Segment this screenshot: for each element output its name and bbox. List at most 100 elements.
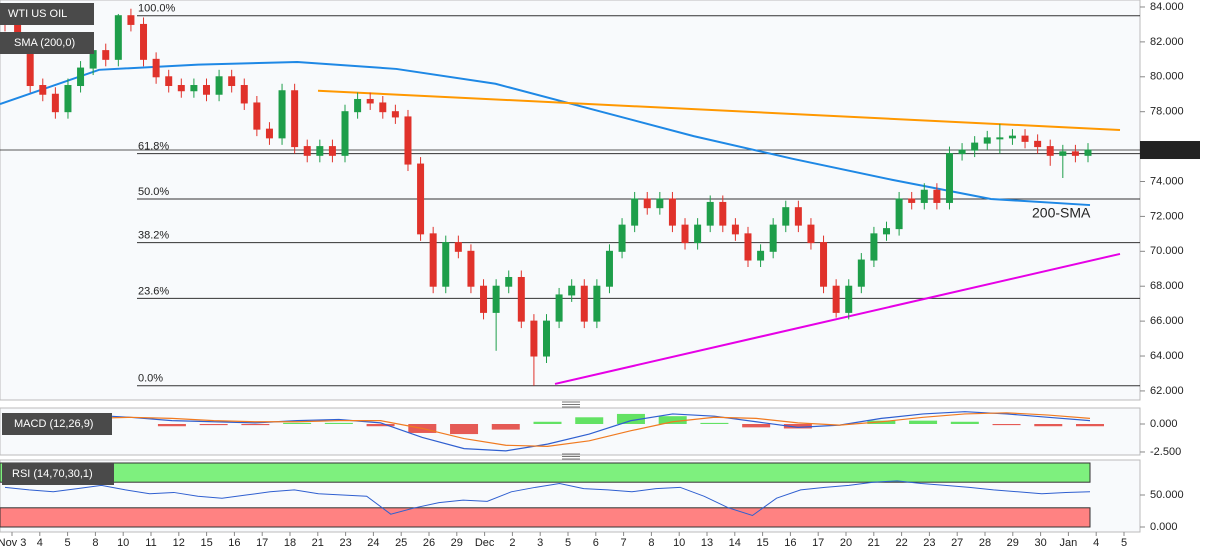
candle-body (417, 163, 425, 235)
resize-handle[interactable] (562, 401, 580, 408)
overbought-zone (0, 462, 1091, 483)
x-tick-label: 12 (173, 537, 185, 549)
candle-body (517, 276, 525, 322)
x-tick-label: 7 (621, 537, 627, 549)
rsi-label: RSI (14,70,30,1) (12, 468, 93, 480)
candle-body (845, 285, 853, 313)
macd-histogram-bar (992, 424, 1021, 426)
x-tick-label: 5 (565, 537, 571, 549)
price-panel (0, 0, 1141, 401)
x-tick-label: Nov 3 (0, 537, 26, 549)
macd-histogram-bar (491, 424, 520, 430)
x-tick-label: 17 (812, 537, 824, 549)
macd-histogram-bar (533, 421, 562, 425)
candle-body (114, 15, 122, 60)
macd-histogram-bar (241, 424, 270, 426)
macd-histogram-bar (950, 421, 979, 425)
x-tick-label: 29 (1007, 537, 1019, 549)
candle-body (127, 15, 135, 25)
resize-handle[interactable] (562, 453, 580, 460)
x-tick-label: 27 (951, 537, 963, 549)
candle-body (857, 259, 865, 287)
y-tick-label: 78.000 (1150, 106, 1184, 118)
support-line (554, 252, 1121, 385)
y-tick-label: 62.000 (1150, 385, 1184, 397)
symbol-box[interactable] (0, 3, 94, 25)
candle-body (895, 198, 903, 230)
candle-body (631, 198, 639, 226)
candle-body (668, 198, 676, 226)
candle-body (39, 85, 47, 95)
y-tick-label: 70.000 (1150, 245, 1184, 257)
macd-histogram-bar (783, 424, 812, 429)
candle-body (328, 146, 336, 156)
x-tick-label: 17 (256, 537, 268, 549)
x-tick-label: 28 (979, 537, 991, 549)
candle-body (530, 320, 538, 357)
candle-body (152, 58, 160, 78)
fib-label: 100.0% (138, 3, 176, 15)
x-tick-label: 3 (537, 537, 543, 549)
x-tick-label: 18 (284, 537, 296, 549)
x-tick-label: 24 (367, 537, 379, 549)
x-tick-label: 2 (509, 537, 515, 549)
x-tick-label: 4 (37, 537, 43, 549)
candle-body (404, 116, 412, 165)
candle-body (291, 90, 299, 148)
candle-body (643, 198, 651, 209)
candle-body (303, 146, 311, 156)
x-tick-label: Jan (1060, 537, 1078, 549)
x-tick-label: 4 (1093, 537, 1099, 549)
macd-histogram-bar (199, 424, 228, 426)
y-tick-label: -2.500 (1150, 446, 1181, 458)
candle-body (177, 85, 185, 92)
candle-body (555, 294, 563, 322)
x-tick-label: 16 (228, 537, 240, 549)
candle-body (278, 90, 286, 139)
rsi-box[interactable] (2, 463, 114, 485)
x-tick-label: 15 (200, 537, 212, 549)
signal-line (4, 412, 1091, 447)
x-tick-label: 11 (145, 537, 156, 549)
candle-body (51, 93, 59, 113)
candle-body (681, 224, 689, 244)
x-tick-label: 22 (895, 537, 907, 549)
candle-body (694, 224, 702, 244)
macd-line (4, 411, 1091, 452)
candle-body (240, 85, 248, 104)
candle-body (568, 285, 576, 296)
fib-label: 38.2% (138, 229, 169, 241)
indicator-box[interactable] (0, 32, 94, 54)
y-tick-label: 80.000 (1150, 71, 1184, 83)
candle-body (505, 276, 513, 287)
candle-body (1034, 140, 1042, 148)
candle-body (769, 224, 777, 252)
x-tick-label: 30 (1034, 537, 1046, 549)
current-price-box (1140, 141, 1200, 160)
macd-histogram-bar (909, 420, 938, 425)
x-tick-label: 23 (923, 537, 935, 549)
oversold-zone (0, 507, 1091, 528)
y-tick-label: 50.000 (1150, 489, 1184, 501)
candle-body (820, 242, 828, 287)
y-tick-label: 66.000 (1150, 315, 1184, 327)
candle-body (945, 153, 953, 203)
candle-body (719, 201, 727, 226)
x-tick-label: 14 (729, 537, 741, 549)
candle-body (870, 233, 878, 261)
macd-histogram-bar (283, 422, 312, 425)
candle-body (832, 285, 840, 313)
x-tick-label: Dec (475, 537, 495, 549)
candle-body (593, 285, 601, 322)
candle-body (492, 285, 500, 313)
candle-body (933, 189, 941, 203)
candle-body (454, 242, 462, 252)
x-tick-label: 8 (648, 537, 654, 549)
x-tick-label: 16 (784, 537, 796, 549)
macd-histogram-bar (575, 417, 604, 425)
sma-line (0, 60, 1091, 207)
macd-box[interactable] (2, 413, 112, 435)
candle-body (782, 207, 790, 226)
candle-body (996, 137, 1004, 140)
x-tick-label: 29 (451, 537, 463, 549)
